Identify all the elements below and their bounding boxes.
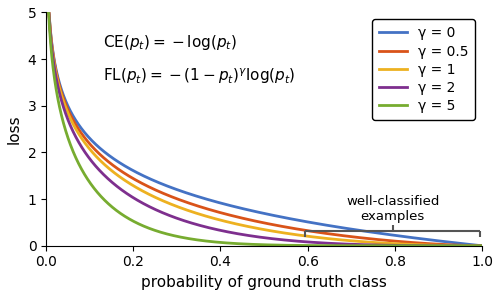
γ = 1 [44,11,50,14]
γ = 1 [479,244,485,248]
Line: γ = 5: γ = 5 [46,12,482,246]
γ = 0.5 [466,244,472,247]
γ = 5 [466,244,472,248]
γ = 5 [386,244,392,248]
γ = 0 [256,210,262,214]
γ = 2 [44,11,50,14]
γ = 0.5 [466,244,472,247]
γ = 5 [44,11,50,14]
γ = 5 [244,242,250,246]
γ = 1 [66,113,72,117]
Line: γ = 2: γ = 2 [46,12,482,246]
γ = 1 [466,244,472,247]
γ = 1 [256,227,262,230]
Line: γ = 0: γ = 0 [46,12,482,246]
X-axis label: probability of ground truth class: probability of ground truth class [141,275,387,290]
γ = 0 [479,244,485,248]
γ = 1 [244,225,250,228]
γ = 1 [466,244,472,247]
γ = 2 [256,235,262,239]
γ = 5 [256,243,262,247]
Line: γ = 1: γ = 1 [46,12,482,246]
γ = 0 [244,208,250,211]
γ = 2 [479,244,485,248]
Text: CE$(p_t) = -\log(p_t)$: CE$(p_t) = -\log(p_t)$ [103,34,237,53]
γ = 2 [66,120,72,124]
γ = 5 [66,138,72,142]
γ = 1 [386,242,392,245]
Legend: γ = 0, γ = 0.5, γ = 1, γ = 2, γ = 5: γ = 0, γ = 0.5, γ = 1, γ = 2, γ = 5 [372,19,475,120]
γ = 0 [386,233,392,236]
γ = 0.5 [66,110,72,113]
γ = 0.5 [244,217,250,221]
Y-axis label: loss: loss [7,114,22,144]
γ = 0 [44,11,50,14]
γ = 0 [466,243,472,246]
γ = 5 [479,244,485,248]
γ = 2 [466,244,472,248]
γ = 0.5 [479,244,485,248]
γ = 5 [466,244,472,248]
γ = 0.5 [44,11,50,14]
γ = 2 [386,244,392,247]
Line: γ = 0.5: γ = 0.5 [46,12,482,246]
Text: FL$(p_t) = -(1-p_t)^\gamma \log(p_t)$: FL$(p_t) = -(1-p_t)^\gamma \log(p_t)$ [103,66,296,86]
Text: well-classified
examples: well-classified examples [346,195,440,223]
γ = 2 [466,244,472,248]
γ = 0.5 [386,239,392,242]
γ = 0.5 [256,220,262,223]
γ = 0 [466,243,472,246]
γ = 2 [244,233,250,237]
γ = 0 [66,106,72,110]
